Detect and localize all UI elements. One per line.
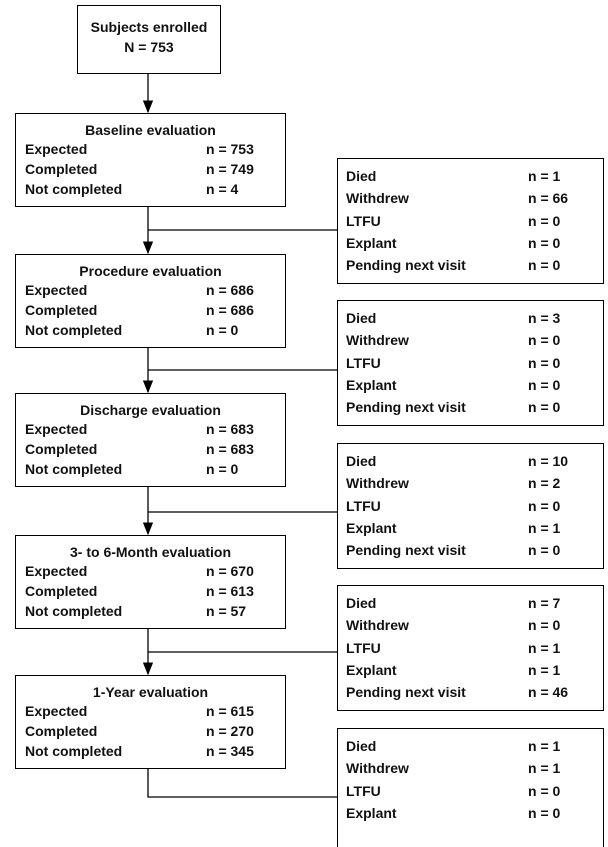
row-value: n = 613	[206, 583, 254, 599]
row-value: n = 10	[528, 453, 569, 469]
row-value: n = 0	[528, 542, 561, 559]
row-value: n = 1	[528, 738, 561, 754]
evaluation-box: 1-Year evaluation Expected n = 615 Complete…	[15, 675, 286, 769]
row-label: LTFU	[346, 639, 381, 656]
row-label: Withdrew	[346, 475, 409, 492]
row-value: n = 345	[206, 743, 254, 759]
row-label: Not completed	[25, 322, 123, 338]
row-value: n = 0	[528, 497, 561, 514]
box-title: Baseline evaluation	[85, 122, 216, 138]
row-value: n = 749	[206, 161, 254, 177]
row-value: n = 0	[528, 234, 561, 251]
box-count: N = 753	[124, 39, 174, 55]
row-label: Explant	[346, 234, 397, 251]
row-label: Expected	[25, 421, 88, 437]
row-label: Not completed	[25, 603, 123, 619]
row-label: Explant	[346, 519, 397, 536]
row-label: Died	[346, 738, 377, 754]
row-label: LTFU	[346, 354, 381, 371]
row-label: Withdrew	[346, 332, 409, 349]
row-value: n = 0	[206, 461, 239, 477]
box-title: 3- to 6-Month evaluation	[70, 544, 231, 560]
exclusion-box: Died n = 1 Withdrew n = 66 LTFU n = 0 Explant n…	[337, 158, 604, 284]
row-label: Not completed	[25, 181, 123, 197]
row-label: Explant	[346, 661, 397, 678]
row-value: n = 670	[206, 563, 254, 579]
row-label: Not completed	[25, 743, 123, 759]
row-value: n = 7	[528, 595, 561, 611]
row-value: n = 686	[206, 282, 254, 298]
row-value: n = 686	[206, 302, 254, 318]
row-label: Expected	[25, 282, 88, 298]
row-value: n = 0	[528, 399, 561, 416]
row-label: Died	[346, 310, 377, 326]
row-label: Completed	[25, 161, 98, 177]
row-value: n = 0	[528, 376, 561, 393]
row-label: Withdrew	[346, 760, 409, 777]
row-label: Withdrew	[346, 190, 409, 207]
row-label: Pending next visit	[346, 542, 466, 559]
row-label: Died	[346, 453, 377, 469]
row-label: LTFU	[346, 782, 381, 799]
row-value: n = 615	[206, 703, 254, 719]
row-label: LTFU	[346, 212, 381, 229]
exclusion-box: Died n = 10 Withdrew n = 2 LTFU n = 0 Explant n…	[337, 443, 604, 569]
branch	[147, 767, 337, 798]
row-value: n = 0	[528, 332, 561, 349]
row-value: n = 66	[528, 190, 569, 207]
box-title: Discharge evaluation	[80, 402, 221, 418]
row-value: n = 0	[528, 782, 561, 799]
row-value: n = 753	[206, 141, 254, 157]
row-label: Not completed	[25, 461, 123, 477]
row-value: n = 3	[528, 310, 561, 326]
evaluation-box: Procedure evaluation Expected n = 686 Compl…	[15, 254, 286, 348]
row-label: Expected	[25, 141, 88, 157]
row-label: Died	[346, 595, 377, 611]
exclusion-box: Died n = 3 Withdrew n = 0 LTFU n = 0 Explant n …	[337, 300, 604, 426]
row-value: n = 0	[528, 257, 561, 274]
evaluation-box: 3- to 6-Month evaluation Expected n = 670 C…	[15, 535, 286, 629]
row-value: n = 0	[528, 804, 561, 821]
row-label: Explant	[346, 804, 397, 821]
row-label: Completed	[25, 583, 98, 599]
row-label: Completed	[25, 302, 98, 318]
row-label: LTFU	[346, 497, 381, 514]
row-value: n = 683	[206, 421, 254, 437]
row-value: n = 2	[528, 475, 561, 492]
row-label: Completed	[25, 723, 98, 739]
exclusion-box: Died n = 1 Withdrew n = 1 LTFU n = 0 Explant n …	[337, 728, 604, 847]
box-title: Subjects enrolled	[90, 19, 208, 35]
box-title: 1-Year evaluation	[92, 684, 209, 700]
row-value: n = 57	[206, 603, 247, 619]
row-label: Completed	[25, 441, 98, 457]
row-label: Withdrew	[346, 617, 409, 634]
row-value: n = 0	[528, 354, 561, 371]
row-value: n = 0	[528, 617, 561, 634]
row-value: n = 46	[528, 684, 569, 701]
row-value: n = 270	[206, 723, 254, 739]
row-value: n = 0	[528, 212, 561, 229]
row-label: Expected	[25, 563, 88, 579]
row-value: n = 683	[206, 441, 254, 457]
exclusion-box: Died n = 7 Withdrew n = 0 LTFU n = 1 Explant n …	[337, 585, 604, 711]
row-label: Expected	[25, 703, 88, 719]
row-value: n = 1	[528, 519, 561, 536]
row-label: Pending next visit	[346, 257, 466, 274]
row-value: n = 1	[528, 760, 561, 777]
row-label: Explant	[346, 376, 397, 393]
row-label: Pending next visit	[346, 399, 466, 416]
evaluation-box: Discharge evaluation Expected n = 683 Compl…	[15, 393, 286, 487]
row-value: n = 1	[528, 168, 561, 184]
row-value: n = 0	[206, 322, 239, 338]
row-label: Pending next visit	[346, 684, 466, 701]
enrolled-box: Subjects enrolled N = 753	[77, 5, 221, 74]
row-value: n = 1	[528, 639, 561, 656]
row-label: Died	[346, 168, 377, 184]
evaluation-box: Baseline evaluation Expected n = 753 Comple…	[15, 113, 286, 207]
row-value: n = 1	[528, 661, 561, 678]
row-value: n = 4	[206, 181, 239, 197]
box-title: Procedure evaluation	[79, 263, 222, 279]
